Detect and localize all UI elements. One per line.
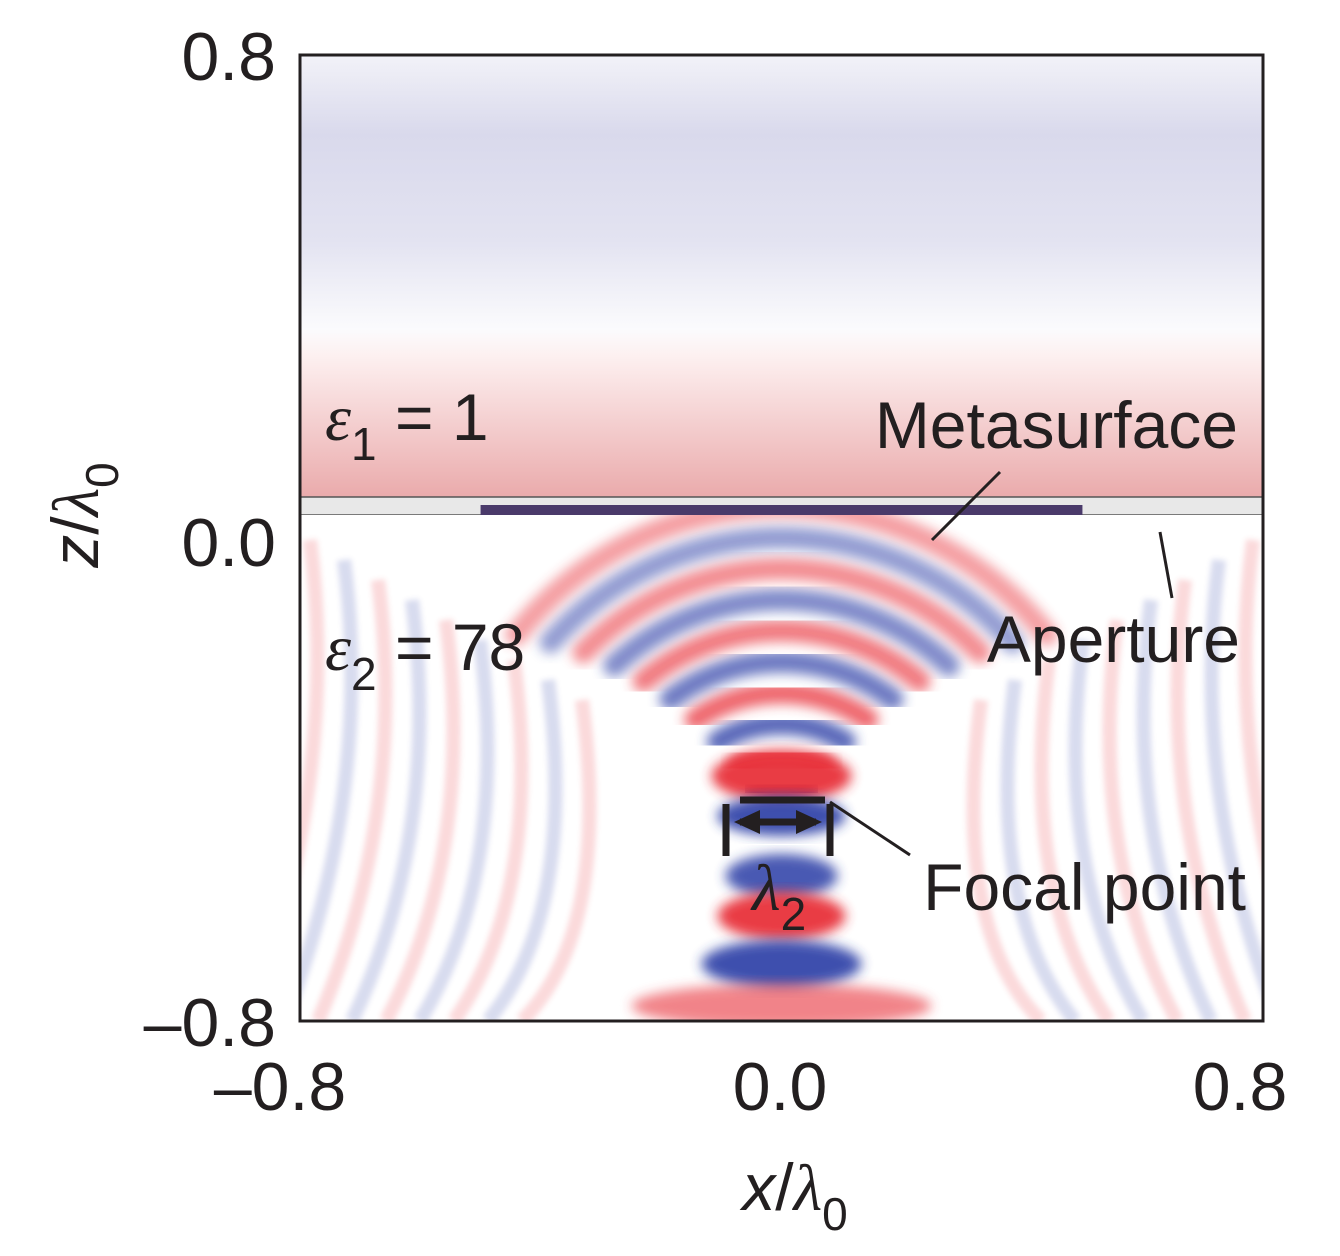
focal-lobe (631, 983, 932, 1021)
y-tick-top: 0.8 (181, 19, 276, 95)
y-tick-mid: 0.0 (181, 505, 276, 581)
metasurface-leader (930, 470, 1002, 542)
side-ripple (1170, 579, 1252, 1021)
focal-lobe (725, 853, 838, 898)
wavefront-arc (572, 557, 991, 664)
wavefront-arc (539, 526, 1024, 654)
focal-width-label: λ2 (750, 852, 806, 940)
side-ripple (300, 559, 359, 999)
side-ripple (413, 639, 495, 1021)
upper-permittivity-label: ε1 = 1 (325, 380, 489, 470)
wavefront-arc (603, 588, 960, 677)
side-ripple (1000, 679, 1081, 1021)
wavefront-arc (684, 681, 879, 731)
side-ripple (1204, 559, 1263, 999)
side-ripple (345, 599, 427, 1021)
side-ripple (517, 699, 597, 1021)
lower-permittivity-label: ε2 = 78 (325, 610, 525, 700)
focal-lobe (717, 891, 846, 940)
x-tick-mid: 0.0 (733, 1049, 828, 1125)
x-tick-left: –0.8 (214, 1049, 346, 1125)
side-ripple (966, 699, 1046, 1021)
y-axis-label: z/λ0 (38, 462, 128, 569)
wavefront-arc (632, 619, 931, 693)
side-ripple (1034, 659, 1115, 1021)
x-axis-label: x/λ0 (739, 1150, 848, 1240)
upper-field (300, 55, 1263, 498)
aperture-leader (1158, 531, 1174, 599)
side-ripple (311, 579, 393, 1021)
side-ripple (379, 619, 461, 1021)
y-tick-bottom: –0.8 (144, 985, 276, 1061)
focal-width-marker (722, 796, 834, 856)
wavefront-arc (659, 650, 904, 711)
focal-point-label: Focal point (923, 850, 1246, 924)
wavefronts (300, 515, 1263, 1021)
plot-frame (298, 53, 1265, 1023)
focal-lobe (701, 939, 862, 988)
side-ripple (482, 679, 563, 1021)
x-tick-right: 0.8 (1193, 1049, 1288, 1125)
side-ripple (1102, 619, 1184, 1021)
focal-lobe (711, 749, 852, 802)
wavefront-arc (505, 515, 1058, 646)
aperture-label: Aperture (987, 602, 1240, 676)
wavefront-arc (707, 712, 856, 753)
focal-point-leader (829, 800, 911, 857)
side-ripple (1238, 539, 1263, 874)
metasurface-layer (480, 505, 1083, 515)
side-ripple (1068, 639, 1150, 1021)
side-ripple (300, 539, 325, 874)
side-ripple (1136, 599, 1218, 1021)
metasurface-label: Metasurface (875, 388, 1238, 462)
side-ripple (448, 659, 529, 1021)
